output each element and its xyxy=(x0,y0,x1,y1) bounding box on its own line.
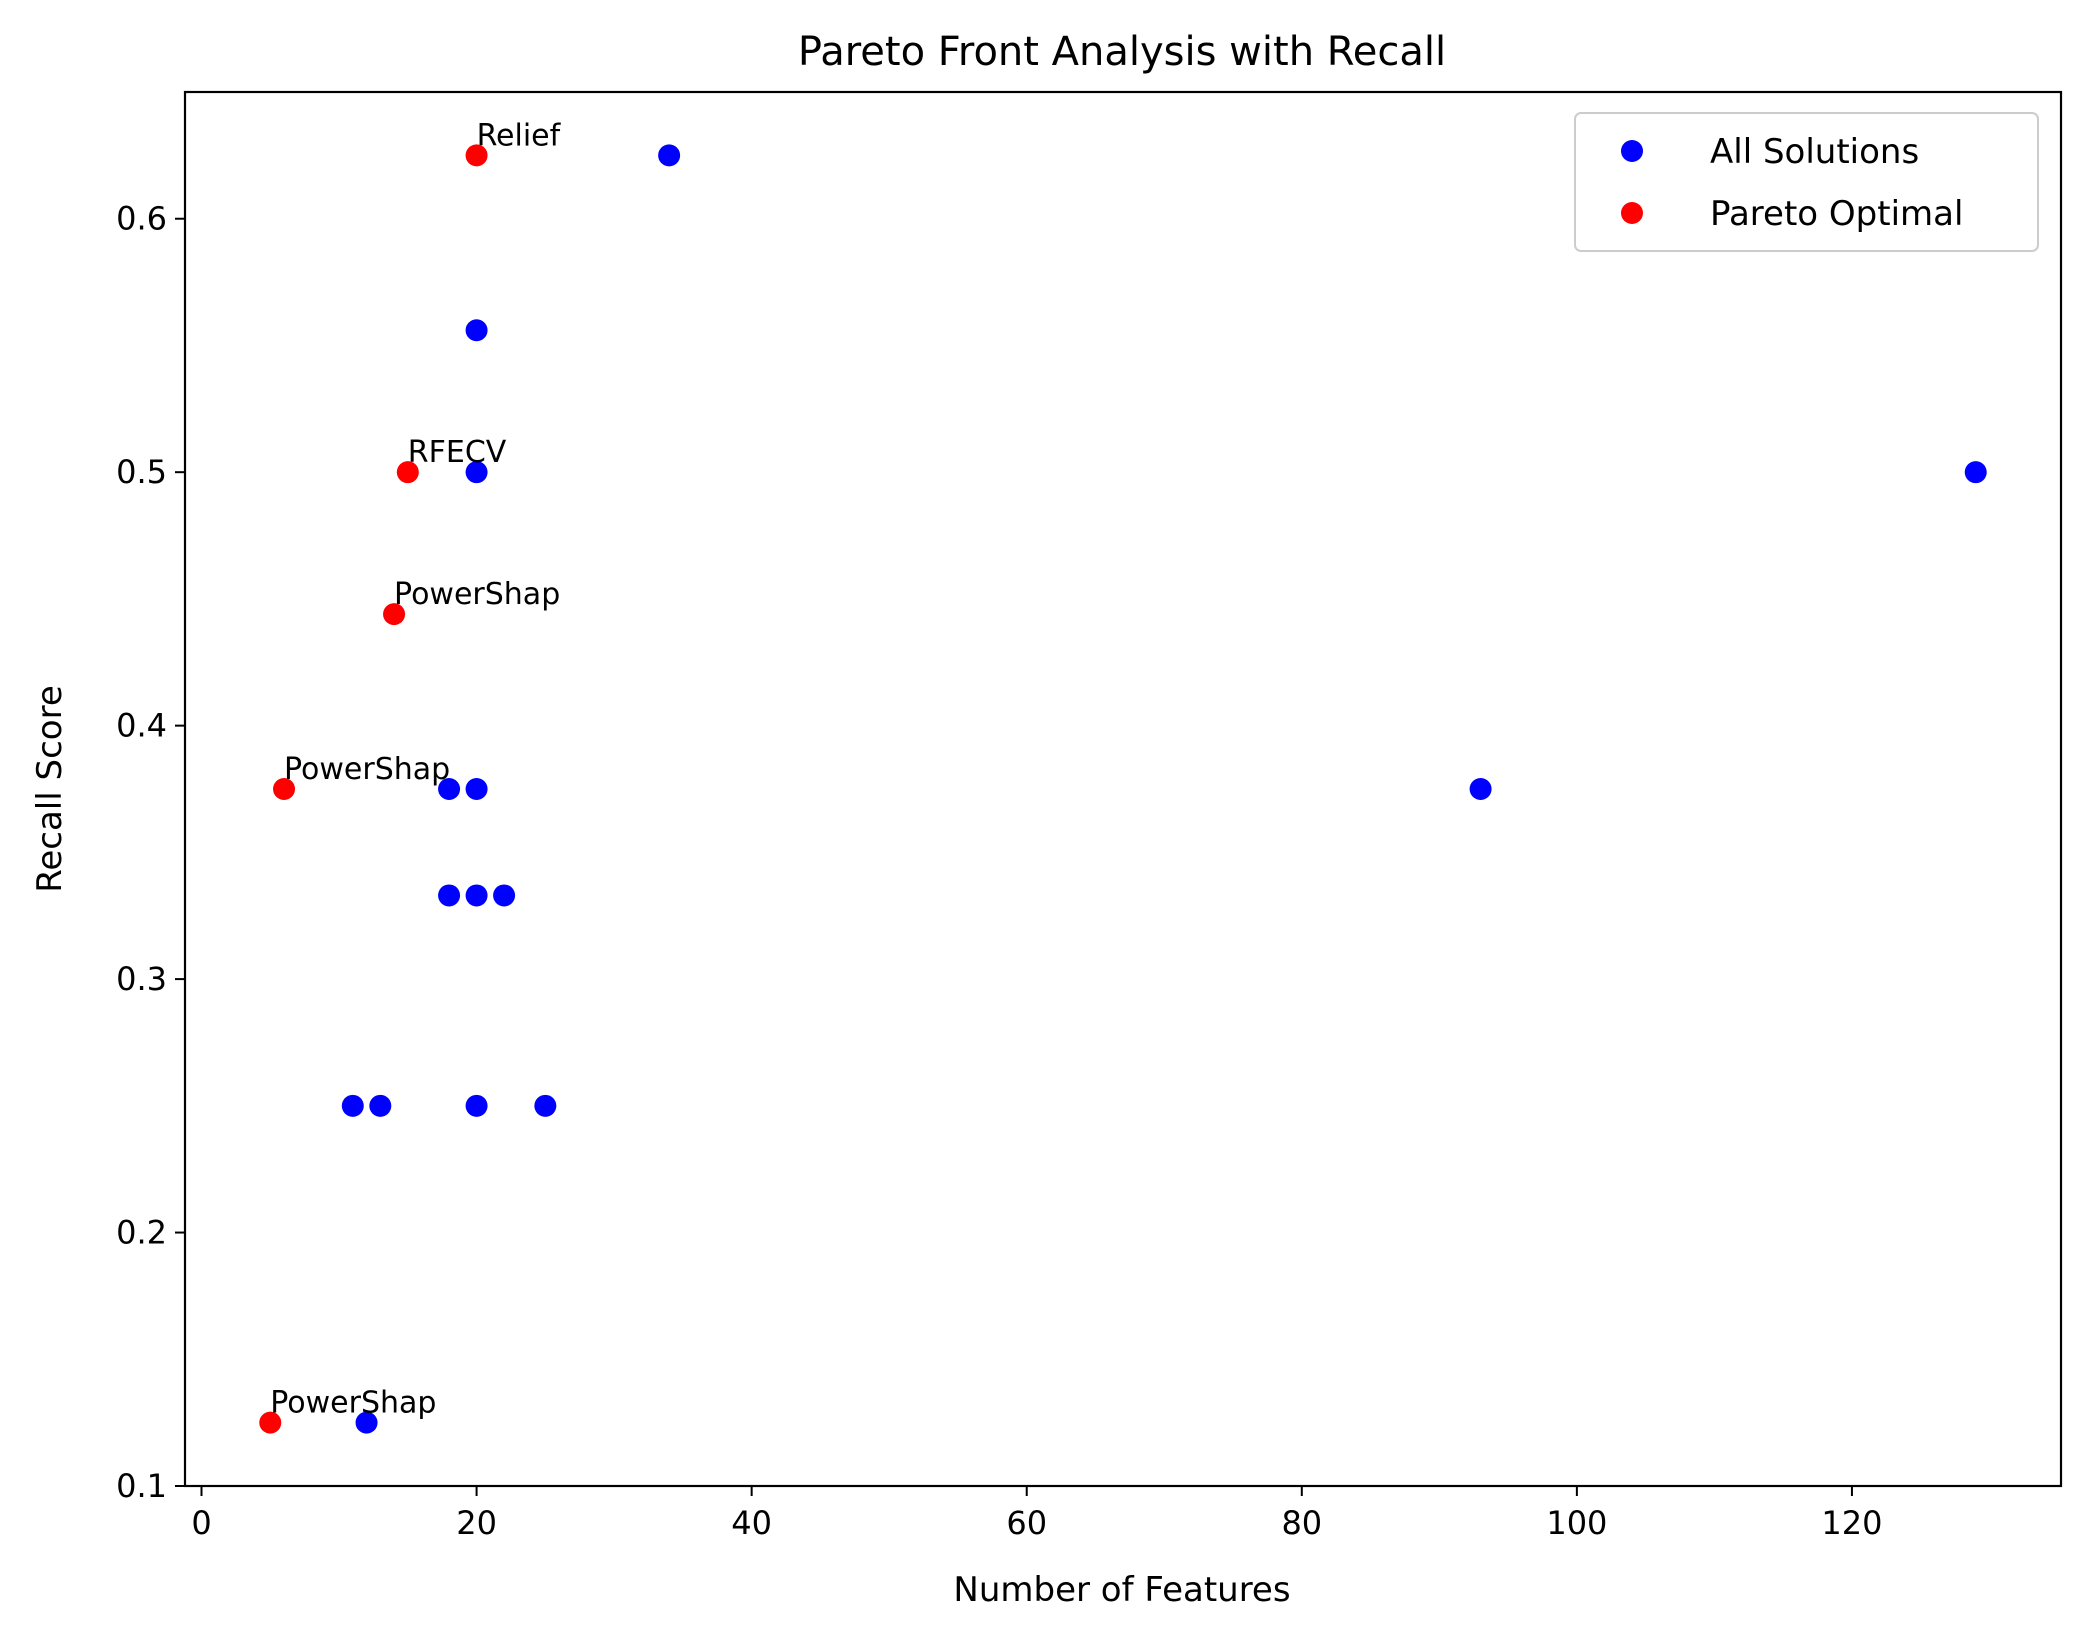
legend: All Solutions Pareto Optimal xyxy=(1574,112,2039,252)
all-solutions-point xyxy=(465,884,488,907)
pareto-optimal-point xyxy=(259,1411,282,1434)
legend-marker-pareto-optimal xyxy=(1621,202,1643,224)
all-solutions-point xyxy=(465,778,488,800)
all-solutions-point xyxy=(438,778,461,800)
chart-title: Pareto Front Analysis with Recall xyxy=(798,29,1446,75)
x-tick-label: 60 xyxy=(1006,1504,1047,1542)
point-annotations: Relief RFECV PowerShap PowerShap PowerShap xyxy=(270,118,561,1420)
all-solutions-point xyxy=(493,884,516,907)
point-annotation: PowerShap xyxy=(394,577,560,612)
x-tick-label: 80 xyxy=(1281,1504,1322,1542)
point-annotation: Relief xyxy=(477,118,562,153)
x-tick-label: 20 xyxy=(456,1504,497,1542)
y-tick-label: 0.6 xyxy=(116,200,167,238)
data-points xyxy=(259,144,1987,1434)
y-axis-label: Recall Score xyxy=(30,685,70,892)
all-solutions-point xyxy=(658,144,681,167)
y-tick-label: 0.2 xyxy=(116,1214,167,1252)
x-axis-ticks: 0 20 40 60 80 100 120 xyxy=(191,1486,1882,1542)
all-solutions-point xyxy=(465,461,488,484)
y-tick-label: 0.5 xyxy=(116,453,167,491)
x-tick-label: 0 xyxy=(191,1504,211,1542)
y-tick-label: 0.4 xyxy=(116,707,167,745)
all-solutions-point xyxy=(355,1411,378,1434)
all-solutions-point xyxy=(534,1094,557,1117)
y-tick-label: 0.3 xyxy=(116,960,167,998)
legend-marker-all-solutions xyxy=(1621,140,1643,162)
pareto-optimal-point xyxy=(465,144,488,167)
pareto-optimal-point xyxy=(396,461,419,484)
legend-label-pareto-optimal: Pareto Optimal xyxy=(1710,194,1963,234)
all-solutions-point xyxy=(465,1094,488,1117)
pareto-optimal-point xyxy=(273,778,296,800)
all-solutions-point xyxy=(369,1094,392,1117)
x-tick-label: 40 xyxy=(731,1504,772,1542)
all-solutions-point xyxy=(438,884,461,907)
all-solutions-point xyxy=(1964,461,1987,484)
point-annotation: PowerShap xyxy=(284,752,450,787)
all-solutions-point xyxy=(341,1094,364,1117)
x-tick-label: 120 xyxy=(1821,1504,1882,1542)
all-solutions-point xyxy=(1469,778,1492,800)
x-axis-label: Number of Features xyxy=(953,1570,1290,1610)
pareto-optimal-point xyxy=(383,603,406,626)
all-solutions-point xyxy=(465,319,488,342)
point-annotation: PowerShap xyxy=(270,1386,436,1421)
legend-box xyxy=(1574,112,2039,252)
y-tick-label: 0.1 xyxy=(116,1467,167,1505)
plot-frame xyxy=(183,90,2063,1488)
y-axis-ticks: 0.1 0.2 0.3 0.4 0.5 0.6 xyxy=(116,200,185,1505)
plot-area xyxy=(183,90,2063,1488)
legend-label-all-solutions: All Solutions xyxy=(1710,132,1919,172)
point-annotation: RFECV xyxy=(408,435,507,470)
x-tick-label: 100 xyxy=(1546,1504,1607,1542)
